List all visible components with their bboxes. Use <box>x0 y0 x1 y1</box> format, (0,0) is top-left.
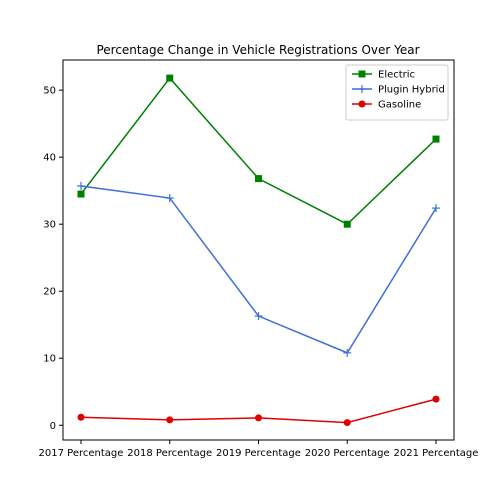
data-point-electric <box>432 135 440 143</box>
y-axis: 0 10 20 30 40 50 <box>43 86 63 432</box>
data-point-electric <box>166 74 174 82</box>
y-tick-label: 10 <box>43 354 56 365</box>
data-point-electric <box>77 190 85 198</box>
y-tick-label: 40 <box>43 153 56 164</box>
y-tick-label: 50 <box>43 86 56 97</box>
data-point-plugin-hybrid <box>254 312 263 321</box>
data-point-plugin-hybrid <box>165 194 174 203</box>
data-point-plugin-hybrid <box>343 348 352 357</box>
series-line-plugin-hybrid <box>80 185 437 354</box>
legend-marker-plugin-hybrid <box>358 85 366 93</box>
legend: Electric Plugin Hybrid Gasoline <box>345 64 449 121</box>
series-plugin-hybrid <box>77 181 440 357</box>
data-point-gasoline <box>343 419 351 427</box>
legend-box <box>345 64 449 121</box>
y-tick-label: 20 <box>43 287 56 298</box>
x-tick-label: 2021 Percentage <box>394 448 479 459</box>
legend-marker-gasoline <box>358 100 366 108</box>
x-tick-label: 2017 Percentage <box>39 448 124 459</box>
legend-item-plugin-hybrid: Plugin Hybrid <box>352 85 445 96</box>
series-gasoline <box>77 395 440 427</box>
y-tick-label: 0 <box>50 421 56 432</box>
data-point-gasoline <box>255 414 262 422</box>
legend-label-gasoline: Gasoline <box>378 100 421 111</box>
legend-item-gasoline: Gasoline <box>352 100 421 111</box>
chart-title: Percentage Change in Vehicle Registratio… <box>96 43 419 57</box>
series-electric <box>77 74 440 228</box>
x-tick-label: 2018 Percentage <box>127 448 212 459</box>
data-point-gasoline <box>77 413 85 421</box>
data-point-gasoline <box>432 395 440 403</box>
data-point-electric <box>255 175 262 183</box>
x-tick-label: 2019 Percentage <box>216 448 301 459</box>
x-axis: 2017 Percentage 2018 Percentage 2019 Perce… <box>39 440 479 459</box>
x-tick-label: 2020 Percentage <box>305 448 390 459</box>
legend-label-plugin-hybrid: Plugin Hybrid <box>378 85 445 96</box>
data-point-gasoline <box>166 416 174 424</box>
data-point-plugin-hybrid <box>77 181 85 190</box>
legend-marker-electric <box>358 70 366 78</box>
y-tick-label: 30 <box>43 220 56 231</box>
data-point-plugin-hybrid <box>432 204 440 213</box>
data-point-electric <box>343 220 351 228</box>
series-layer <box>77 74 440 427</box>
legend-label-electric: Electric <box>378 70 415 81</box>
legend-item-electric: Electric <box>352 70 415 81</box>
